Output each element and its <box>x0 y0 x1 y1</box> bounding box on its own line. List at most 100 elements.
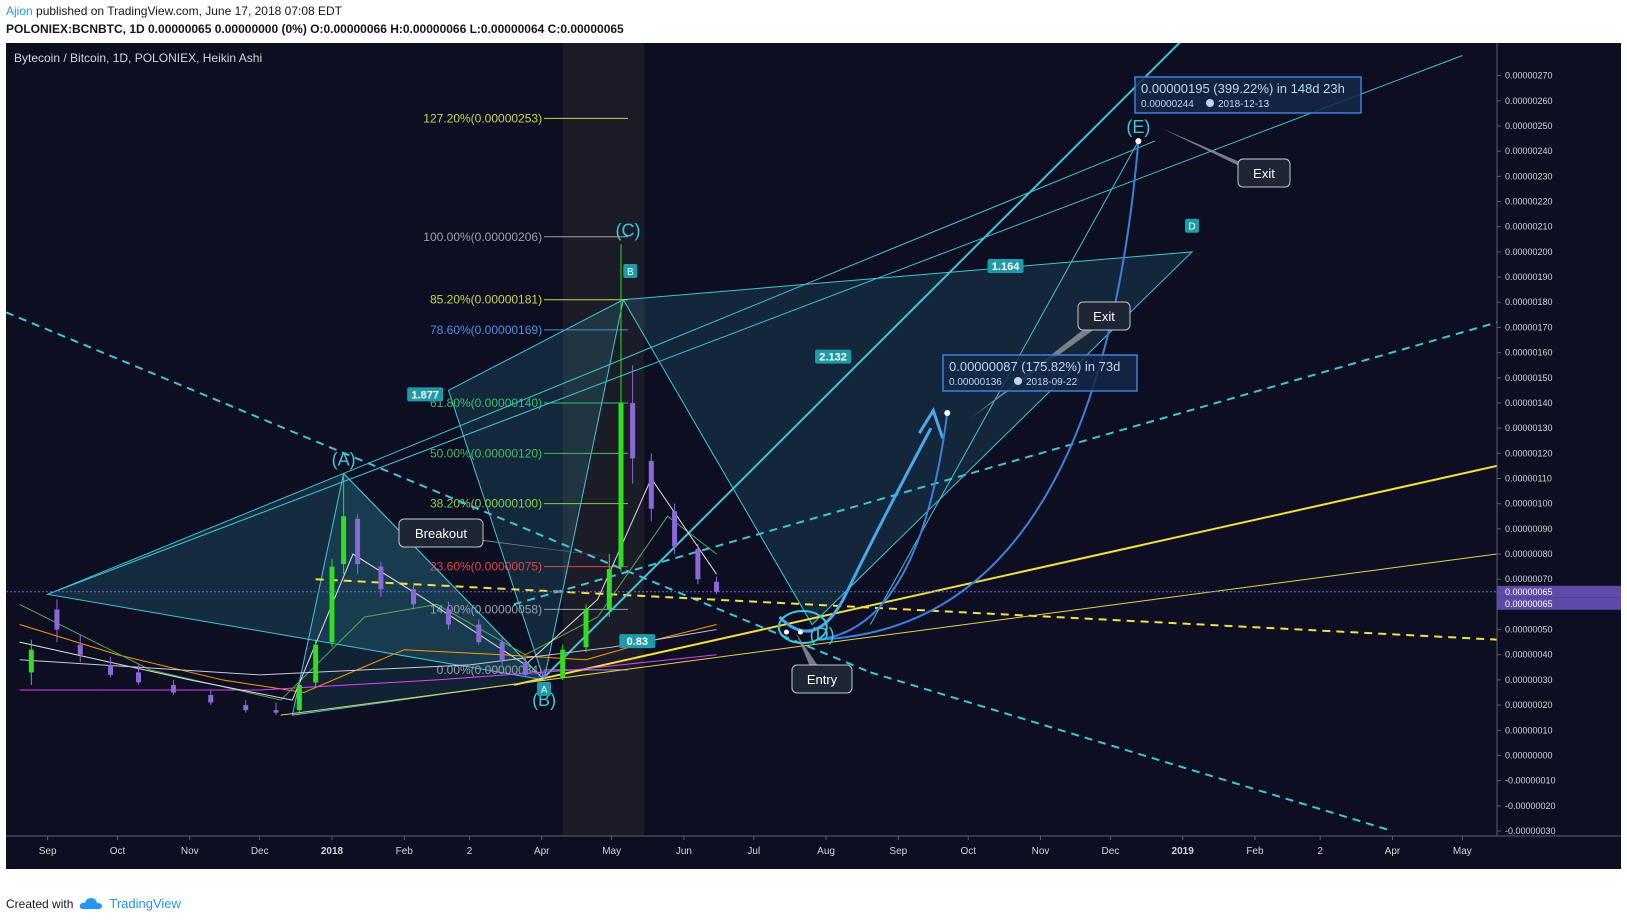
y-tick-label: 0.00000070 <box>1505 574 1553 584</box>
x-tick-label: Dec <box>251 846 269 857</box>
candle-body <box>606 569 612 610</box>
pattern-point-label: (A) <box>332 449 356 469</box>
tradingview-cloud-icon <box>80 897 103 909</box>
callout-text: Exit <box>1253 166 1275 181</box>
y-tick-label: 0.00000050 <box>1505 625 1553 635</box>
chart-svg[interactable]: Bytecoin / Bitcoin, 1D, POLONIEX, Heikin… <box>6 43 1621 869</box>
y-tick-label: 0.00000140 <box>1505 398 1553 408</box>
x-tick-label: Aug <box>817 846 835 857</box>
candle-body <box>208 695 214 703</box>
ma-green <box>19 515 717 701</box>
footer: Created with TradingView <box>6 896 181 911</box>
callout-box <box>791 664 853 694</box>
y-tick-label: 0.00000010 <box>1505 725 1553 735</box>
y-tick-label: 0.00000230 <box>1505 171 1553 181</box>
candle-body <box>341 516 347 565</box>
entry-dot <box>783 629 789 635</box>
y-tick-label: 0.00000120 <box>1505 448 1553 458</box>
harmonic-label-bg <box>623 264 638 279</box>
price-axis-bg <box>1497 43 1621 869</box>
fib-level-label: 100.00%(0.00000206) <box>423 230 542 244</box>
projection-curve-short <box>816 412 949 641</box>
measure-date: 2018-09-22 <box>1026 377 1078 388</box>
candle-body <box>522 662 528 675</box>
harmonic-label: B <box>627 267 634 278</box>
fib-level-label: 61.80%(0.00000140) <box>430 396 542 410</box>
y-tick-label: 0.00000150 <box>1505 373 1553 383</box>
candle-body <box>243 705 249 711</box>
x-tick-label: Sep <box>889 846 907 857</box>
fib-level-label: 23.60%(0.00000075) <box>430 560 542 574</box>
candle-body <box>541 674 547 678</box>
y-tick-label: 0.00000270 <box>1505 71 1553 81</box>
x-tick-label: Nov <box>1032 846 1050 857</box>
y-tick-label: 0.00000030 <box>1505 675 1553 685</box>
harmonic-label-bg <box>537 681 552 696</box>
ratio-label-bg <box>407 387 444 402</box>
y-tick-label: 0.00000250 <box>1505 121 1553 131</box>
price-tag-bg <box>1497 585 1621 598</box>
y-tick-label: 0.00000210 <box>1505 222 1553 232</box>
y-tick-label: 0.00000130 <box>1505 423 1553 433</box>
y-tick-label: 0.00000090 <box>1505 524 1553 534</box>
yellow-support-line <box>513 464 1497 686</box>
y-tick-label: 0.00000000 <box>1505 750 1553 760</box>
candle-body <box>77 644 83 655</box>
price-tag-label: 0.00000065 <box>1505 587 1553 597</box>
chart-area[interactable]: Bytecoin / Bitcoin, 1D, POLONIEX, Heikin… <box>6 43 1621 869</box>
candle-body <box>378 566 384 590</box>
target-dot <box>1135 138 1142 145</box>
y-tick-label: 0.00000200 <box>1505 247 1553 257</box>
projection-arrow-head <box>918 407 945 439</box>
fib-level-label: 78.60%(0.00000169) <box>430 323 542 337</box>
clock-icon <box>1206 99 1214 107</box>
measure-box <box>1134 76 1362 114</box>
measure-subtext: 0.00000136 <box>949 377 1002 388</box>
author-link[interactable]: Ajion <box>6 4 33 18</box>
measure-text: 0.00000087 (175.82%) in 73d <box>949 359 1120 374</box>
candle-body <box>695 548 701 580</box>
fib-level-label: 0.00%(0.00000034) <box>437 663 542 677</box>
fib-level-label: 127.20%(0.00000253) <box>423 111 542 125</box>
candle-body <box>499 642 505 660</box>
candle-body <box>583 609 589 648</box>
candle-body <box>296 684 302 711</box>
ascending-dashed-channel <box>513 321 1497 606</box>
candle-body <box>618 402 624 567</box>
chart-title: Bytecoin / Bitcoin, 1D, POLONIEX, Heikin… <box>14 51 262 65</box>
callout-text: Exit <box>1093 309 1115 324</box>
candle-body <box>560 649 566 678</box>
x-tick-label: Dec <box>1102 846 1120 857</box>
pattern-cd-fill <box>622 251 1194 626</box>
callout-box <box>398 518 484 548</box>
tradingview-brand-link[interactable]: TradingView <box>109 896 181 911</box>
y-tick-label: 0.00000160 <box>1505 348 1553 358</box>
y-tick-label: 0.00000040 <box>1505 650 1553 660</box>
harmonic-label-bg <box>1185 218 1200 233</box>
x-tick-label: 2 <box>467 846 473 857</box>
x-tick-label: 2019 <box>1172 846 1195 857</box>
harmonic-label: D <box>1188 222 1195 233</box>
price-tag-label: 0.00000065 <box>1505 599 1553 609</box>
y-tick-label: 0.00000260 <box>1505 96 1553 106</box>
callout-box <box>1077 301 1131 331</box>
publish-line: Ajion published on TradingView.com, June… <box>6 4 342 18</box>
x-tick-label: May <box>1453 846 1472 857</box>
x-tick-label: Oct <box>110 846 126 857</box>
descending-trendline-ext <box>870 671 1393 832</box>
pattern-point-label: (D) <box>810 625 835 645</box>
candle-body <box>630 402 636 459</box>
candle-body <box>446 609 452 625</box>
candle-body <box>28 649 34 673</box>
candle-body <box>170 684 176 693</box>
y-tick-label: 0.00000240 <box>1505 146 1553 156</box>
pattern-point-label: (C) <box>615 220 640 240</box>
ratio-label: 1.164 <box>992 261 1020 273</box>
target-dot <box>944 410 951 417</box>
y-tick-label: 0.00000020 <box>1505 700 1553 710</box>
ratio-label: 0.83 <box>627 636 648 648</box>
yellow-thin-line <box>280 553 1497 716</box>
y-tick-label: 0.00000220 <box>1505 197 1553 207</box>
projection-curve-long <box>816 141 1140 641</box>
x-tick-label: May <box>602 846 621 857</box>
